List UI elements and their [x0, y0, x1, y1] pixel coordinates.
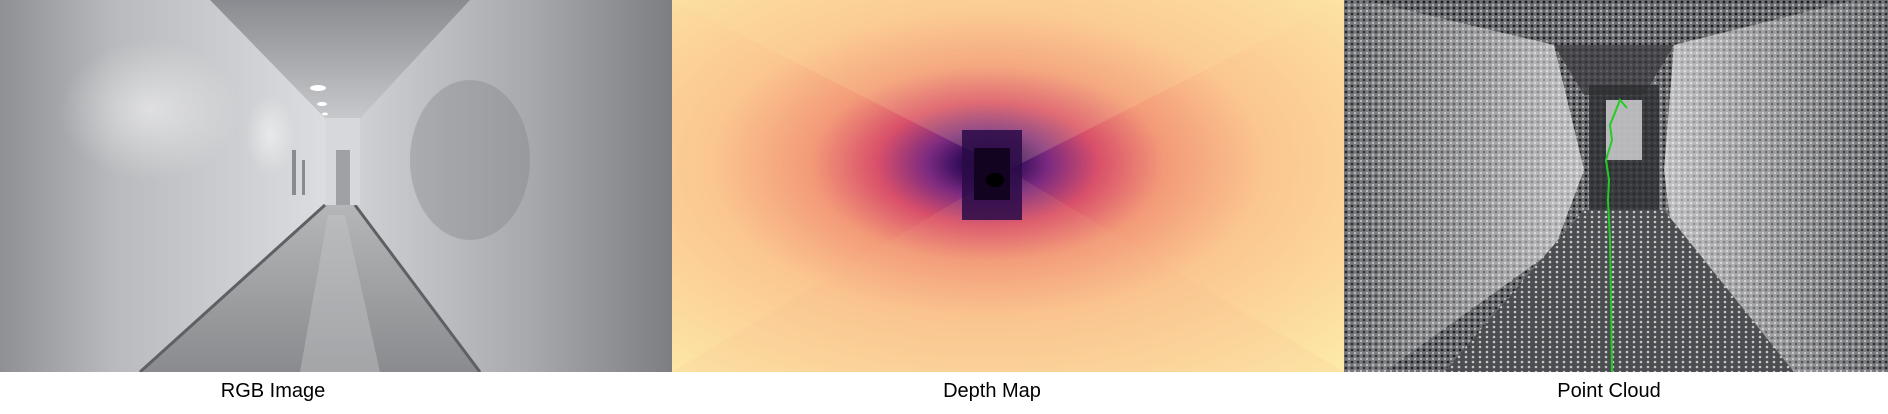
depth-map-graphic — [672, 0, 1344, 372]
point-cloud-graphic — [1344, 0, 1888, 372]
depth-map — [672, 0, 1344, 372]
caption-point-cloud: Point Cloud — [1557, 380, 1661, 402]
caption-depth-map: Depth Map — [943, 380, 1041, 402]
rgb-corridor-graphic — [0, 0, 672, 372]
rgb-image — [0, 0, 672, 372]
caption-rgb-image: RGB Image — [220, 380, 326, 402]
point-cloud — [1344, 0, 1888, 372]
